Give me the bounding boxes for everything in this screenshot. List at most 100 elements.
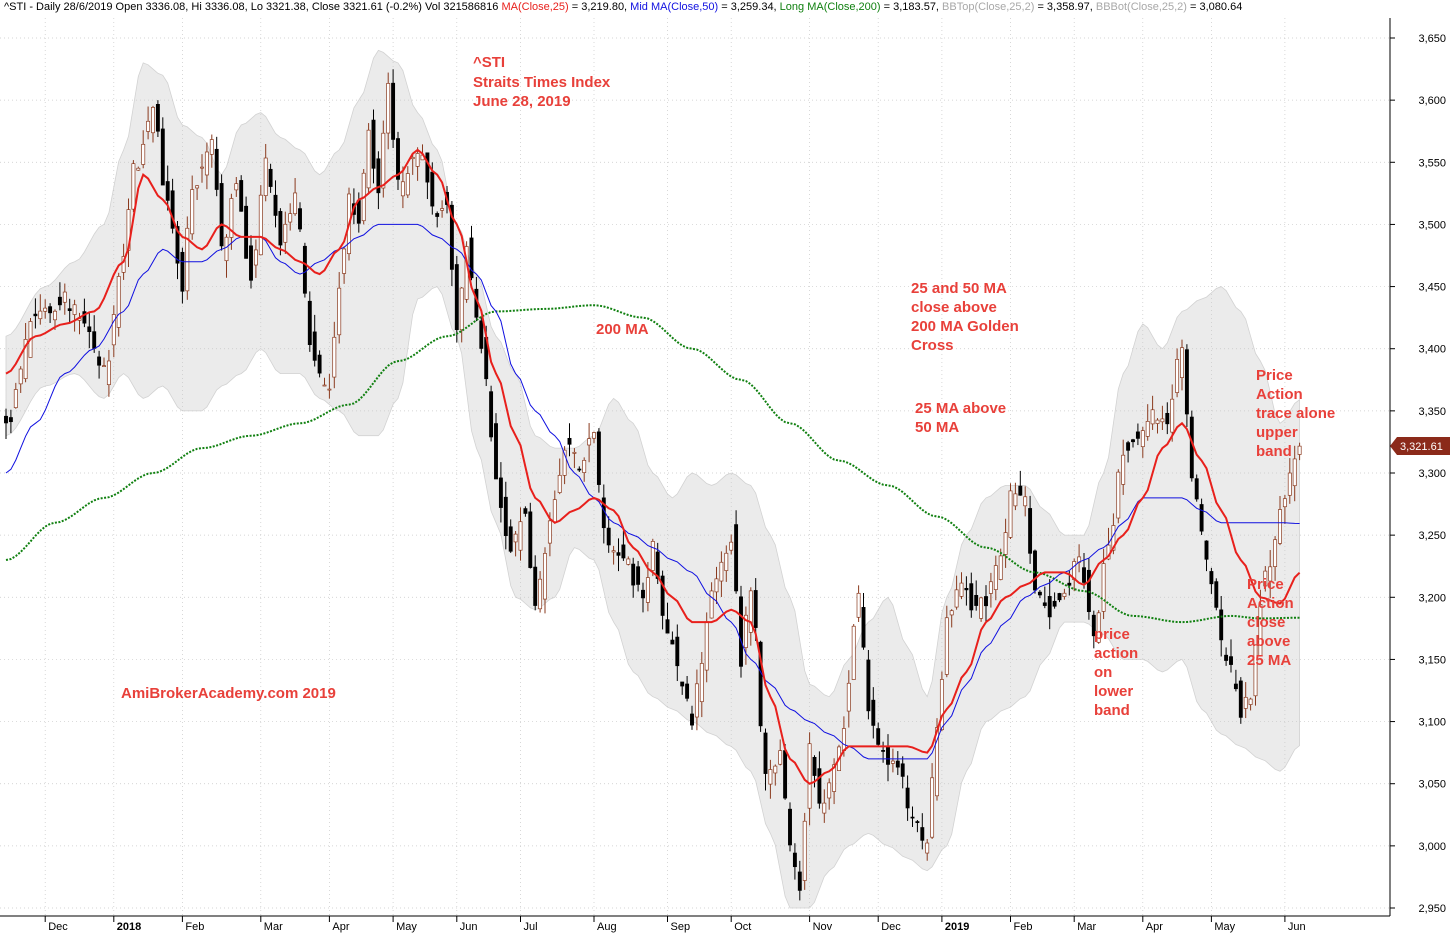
candle-body	[807, 743, 812, 809]
candle-body	[356, 200, 361, 224]
candle-body	[890, 760, 895, 764]
candle-body	[974, 594, 979, 606]
annotation-ticker: ^STI	[473, 54, 505, 71]
candle-body	[33, 313, 38, 317]
candle-body	[753, 590, 758, 628]
candle-body	[876, 728, 881, 745]
candle	[268, 163, 273, 193]
candle	[327, 373, 332, 399]
candle-body	[655, 551, 660, 579]
candle	[415, 147, 420, 181]
candle	[1224, 647, 1229, 666]
candle-body	[57, 296, 62, 306]
candle-body	[146, 120, 151, 132]
candle	[763, 728, 768, 791]
candle-body	[337, 287, 342, 336]
candle	[538, 571, 543, 613]
candle-body	[739, 596, 743, 667]
candle-body	[1003, 532, 1008, 555]
candle-body	[298, 208, 302, 230]
y-tick-label: 3,150	[1418, 654, 1446, 666]
candle	[626, 556, 631, 566]
candle	[979, 596, 984, 622]
candle	[1121, 439, 1126, 495]
x-tick-label: Feb	[185, 921, 204, 933]
candle-body	[817, 768, 822, 804]
candle	[611, 545, 616, 565]
header-bbbot-value: = 3,080.64	[1186, 1, 1243, 13]
candle-body	[1042, 602, 1047, 606]
candle	[489, 385, 494, 442]
candle	[650, 538, 655, 577]
candle	[939, 671, 944, 732]
candle-body	[1229, 656, 1233, 665]
candle-body	[949, 610, 954, 616]
candle	[890, 748, 895, 773]
candle-body	[102, 365, 106, 368]
candle-body	[1180, 347, 1184, 378]
candle-body	[1258, 604, 1263, 657]
candle-body	[1135, 431, 1140, 439]
candle-body	[229, 198, 234, 238]
candle-body	[209, 139, 214, 155]
candle-body	[856, 592, 861, 618]
last-price-tag-text: 3,321.61	[1400, 441, 1443, 453]
candle	[1062, 588, 1067, 600]
candle	[895, 751, 900, 776]
candle	[724, 545, 729, 582]
candle	[312, 314, 317, 367]
candle	[680, 681, 685, 695]
candle	[714, 566, 719, 605]
annotation-lower-band-line4: lower	[1094, 683, 1133, 700]
y-tick-label: 3,550	[1418, 157, 1446, 169]
candle-body	[925, 842, 930, 854]
candle-body	[861, 607, 866, 648]
candle-body	[415, 153, 420, 167]
header-ohlc: ^STI - Daily 28/6/2019 Open 3336.08, Hi …	[4, 1, 499, 13]
candle-body	[400, 181, 405, 197]
candle-body	[1145, 421, 1150, 437]
candle	[283, 211, 288, 254]
candle-body	[699, 663, 704, 703]
candle	[454, 255, 459, 343]
annotation-lower-band-line3: on	[1094, 664, 1112, 681]
candle-body	[533, 566, 538, 606]
candle	[645, 562, 650, 612]
candle-body	[871, 699, 876, 726]
candle-body	[954, 589, 959, 608]
header-bbtop-label: BBTop(Close,25,2)	[939, 1, 1035, 13]
candle	[72, 299, 77, 332]
candle-body	[366, 129, 371, 189]
candle-body	[244, 205, 249, 259]
candle	[988, 572, 993, 608]
candle	[337, 272, 342, 344]
candle	[866, 649, 871, 720]
candle	[851, 624, 856, 681]
candle	[116, 272, 121, 337]
annotation-golden-cross-line2: close above	[911, 299, 997, 316]
candle	[170, 178, 175, 234]
candle	[577, 466, 582, 472]
candle-body	[675, 636, 680, 667]
candle-body	[538, 578, 543, 610]
candle-body	[680, 681, 685, 687]
candle	[822, 789, 827, 823]
candle-body	[1194, 478, 1199, 500]
candle	[48, 303, 53, 323]
candle-body	[1233, 683, 1238, 690]
candle-body	[910, 816, 915, 819]
header-ma50-value: = 3,259.34,	[718, 1, 777, 13]
candle-body	[278, 211, 283, 246]
candle-body	[729, 541, 734, 551]
candle-body	[670, 639, 675, 645]
candle	[1194, 474, 1199, 502]
candle	[131, 160, 136, 213]
candle-body	[645, 577, 650, 603]
candle-body	[170, 190, 175, 229]
header-ma50-label: Mid MA(Close,50)	[627, 1, 719, 13]
candle-body	[239, 180, 244, 212]
candle	[1135, 423, 1140, 446]
candle	[87, 312, 92, 349]
annotation-date: June 28, 2019	[473, 93, 571, 110]
